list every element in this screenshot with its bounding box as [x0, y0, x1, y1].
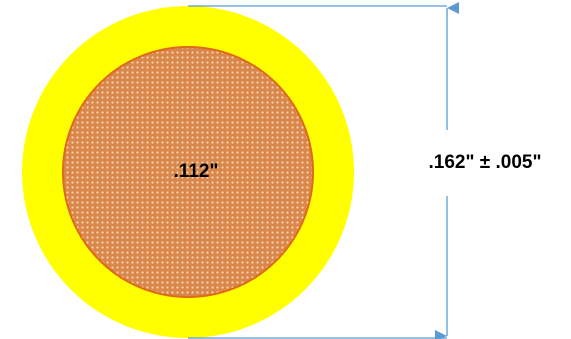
- inner-diameter-label: .112": [174, 161, 219, 182]
- outer-diameter-label: .162" ± .005": [429, 152, 542, 173]
- conductor-core-circle: [62, 46, 314, 298]
